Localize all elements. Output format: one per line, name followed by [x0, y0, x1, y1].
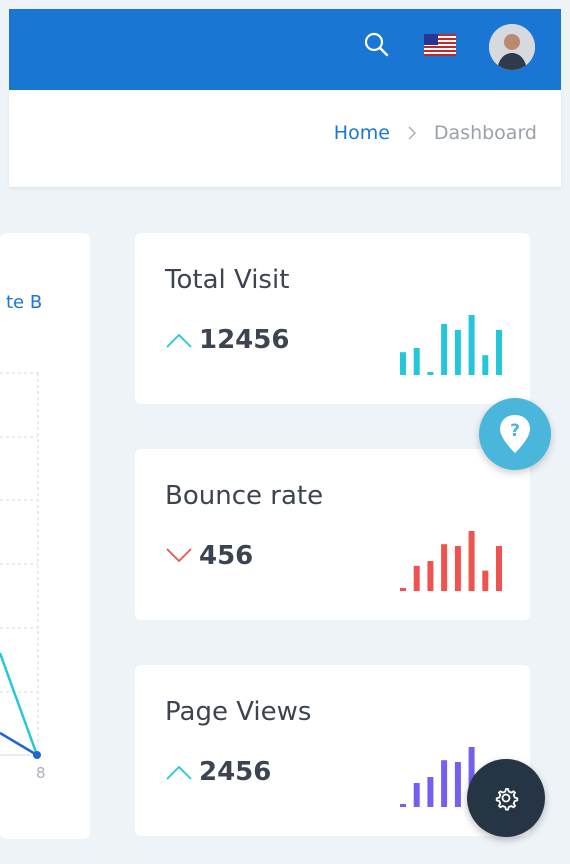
stat-value: 456	[165, 541, 253, 571]
sparkline-bar	[427, 561, 434, 591]
stat-value: 12456	[165, 325, 289, 355]
sparkline-bar	[413, 783, 420, 807]
chart-legend-item[interactable]: te B	[6, 292, 43, 313]
sparkline-bar	[427, 777, 434, 807]
stat-card-total-visit: Total Visit 12456	[135, 233, 530, 404]
stat-card-bounce-rate: Bounce rate 456	[135, 449, 530, 620]
sparkline-bar	[482, 355, 489, 375]
gear-icon	[495, 788, 519, 811]
sparkline-bar	[496, 546, 502, 591]
x-axis-tick-label: 8	[36, 764, 46, 782]
stat-number: 456	[199, 541, 254, 571]
breadcrumb-home-link[interactable]: Home	[333, 122, 390, 144]
user-avatar[interactable]	[489, 24, 535, 70]
sparkline-bar	[441, 544, 448, 591]
trend-up-icon	[166, 765, 192, 780]
sparkline-bar	[400, 804, 406, 807]
sparkline-bar	[496, 330, 502, 375]
sparkline-bar	[468, 531, 475, 591]
sparkline-bar	[400, 588, 406, 591]
sparkline-bar	[454, 330, 461, 375]
chevron-right-icon	[408, 126, 416, 140]
chart-card: te B 8	[0, 233, 90, 839]
sparkline-bar	[427, 372, 434, 375]
breadcrumb-current: Dashboard	[433, 122, 537, 144]
sparkline-bars	[400, 315, 502, 375]
breadcrumb: Home Dashboard	[334, 122, 537, 144]
top-navbar	[9, 9, 561, 90]
stat-number: 12456	[199, 325, 290, 355]
us-flag-icon[interactable]	[424, 34, 456, 56]
trend-up-icon	[166, 333, 192, 348]
trend-down-icon	[166, 548, 192, 563]
sparkline-bar	[441, 324, 448, 375]
sparkline-bar	[454, 546, 461, 591]
sparkline-bar	[454, 762, 461, 807]
sparkline-bar	[468, 315, 475, 375]
page-header: Home Dashboard	[9, 90, 561, 187]
stat-title: Page Views	[165, 697, 312, 727]
sparkline-bars	[400, 531, 502, 591]
svg-text:?: ?	[510, 421, 520, 441]
stat-title: Bounce rate	[165, 481, 324, 511]
sparkline-bar	[400, 352, 406, 375]
stat-number: 2456	[199, 757, 272, 787]
settings-button[interactable]	[467, 759, 545, 837]
stat-value: 2456	[165, 757, 271, 787]
help-location-icon: ?	[500, 415, 530, 453]
search-icon[interactable]	[362, 30, 392, 60]
chart-plot	[0, 372, 41, 759]
sparkline-bar	[482, 570, 489, 591]
stat-title: Total Visit	[165, 265, 290, 295]
stat-card-page-views: Page Views 2456	[135, 665, 530, 836]
sparkline-bar	[413, 348, 420, 375]
help-button[interactable]: ?	[479, 398, 551, 470]
sparkline-bar	[413, 565, 420, 591]
sparkline-bar	[441, 760, 448, 807]
